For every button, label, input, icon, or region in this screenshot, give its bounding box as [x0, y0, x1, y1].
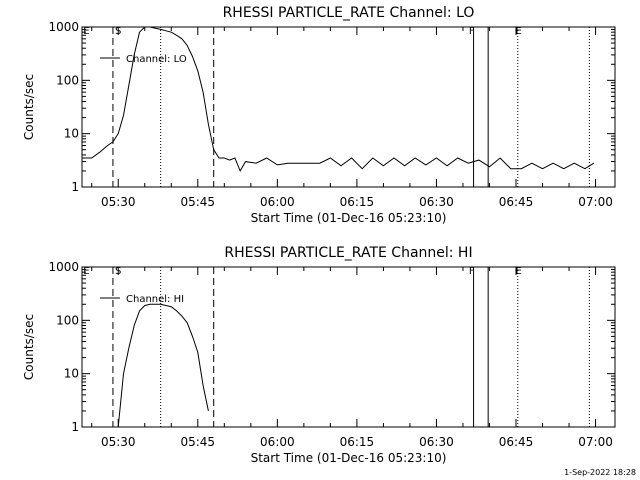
lo-x-axis-label: Start Time (01-Dec-16 05:23:10) [251, 211, 447, 225]
hi-x-tick-label: 06:45 [499, 435, 534, 449]
hi-y-tick-label: 100 [56, 313, 79, 327]
lo-flag-label: S [115, 26, 121, 37]
hi-flag-label: F [469, 266, 475, 277]
hi-x-tick-label: 05:45 [180, 435, 215, 449]
footer-timestamp: 1-Sep-2022 18:28 [564, 468, 636, 477]
lo-y-tick-label: 1000 [48, 20, 79, 34]
lo-series-line [82, 26, 595, 173]
lo-y-axis-label: Counts/sec [22, 74, 36, 140]
hi-x-tick-label: 06:15 [340, 435, 375, 449]
lo-y-tick-label: 100 [56, 73, 79, 87]
lo-flag-label: E [515, 26, 521, 37]
hi-y-axis-label: Counts/sec [22, 314, 36, 380]
hi-flag-label: E [83, 266, 89, 277]
hi-plot-frame [81, 266, 616, 428]
lo-x-tick-label: 05:30 [101, 195, 136, 209]
lo-flag-label: F [469, 26, 475, 37]
hi-flag-label: S [115, 266, 121, 277]
lo-x-tick-label: 06:45 [499, 195, 534, 209]
hi-y-tick-label: 1000 [48, 260, 79, 274]
lo-x-tick-label: 06:00 [260, 195, 295, 209]
lo-legend-label: Channel: LO [126, 54, 187, 65]
hi-x-tick-label: 06:30 [419, 435, 454, 449]
hi-y-tick-label: 1 [71, 420, 79, 434]
lo-flag-label: E [83, 26, 89, 37]
lo-x-tick-label: 06:15 [340, 195, 375, 209]
hi-legend-label: Channel: HI [126, 294, 184, 305]
hi-y-tick-label: 10 [64, 367, 79, 381]
hi-chart-title: RHESSI PARTICLE_RATE Channel: HI [224, 245, 472, 261]
lo-x-tick-label: 07:00 [578, 195, 613, 209]
lo-x-tick-label: 05:45 [180, 195, 215, 209]
lo-chart-title: RHESSI PARTICLE_RATE Channel: LO [223, 5, 475, 21]
hi-x-tick-label: 06:00 [260, 435, 295, 449]
lo-plot-frame [81, 26, 616, 188]
lo-y-tick-label: 10 [64, 127, 79, 141]
hi-x-tick-label: 07:00 [578, 435, 613, 449]
hi-series-line [117, 303, 209, 428]
lo-x-tick-label: 06:30 [419, 195, 454, 209]
hi-x-tick-label: 05:30 [101, 435, 136, 449]
hi-x-axis-label: Start Time (01-Dec-16 05:23:10) [251, 451, 447, 465]
lo-y-tick-label: 1 [71, 180, 79, 194]
hi-flag-label: E [515, 266, 521, 277]
